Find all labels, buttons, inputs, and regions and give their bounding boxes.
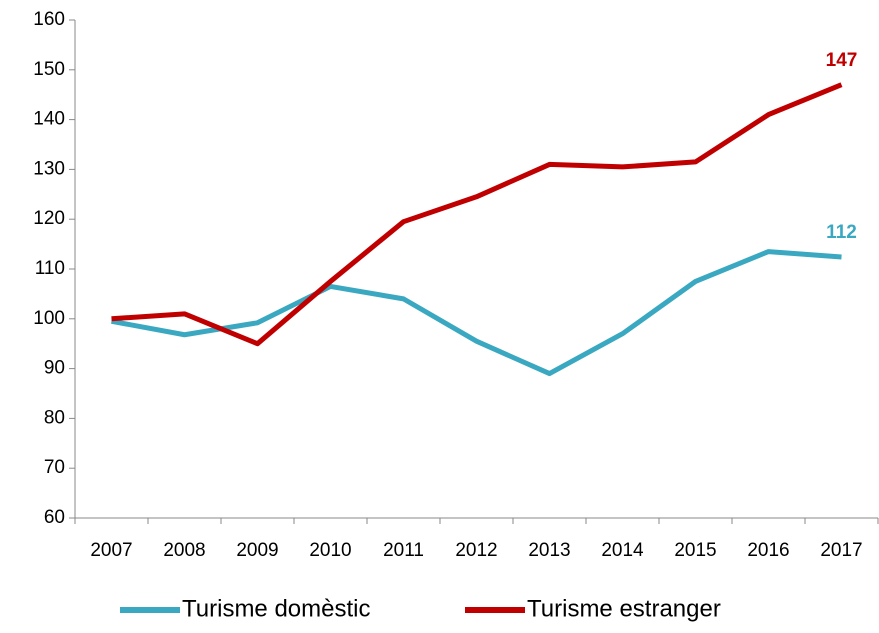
y-tick-label: 160 — [33, 9, 65, 30]
x-tick-label: 2017 — [820, 540, 862, 561]
series-line — [111, 82, 843, 347]
x-tick-label: 2013 — [528, 540, 570, 561]
x-tick-label: 2011 — [383, 540, 424, 561]
y-tick-label: 60 — [44, 507, 65, 528]
x-tick-label: 2007 — [90, 540, 132, 561]
y-tick-label: 90 — [44, 358, 65, 379]
y-tick-label: 70 — [44, 457, 65, 478]
data-label: 112 — [826, 222, 857, 243]
x-tick-label: 2008 — [163, 540, 205, 561]
y-tick-label: 110 — [35, 258, 65, 279]
y-tick-label: 140 — [33, 109, 65, 130]
data-label: 147 — [826, 50, 858, 71]
x-tick-label: 2016 — [747, 540, 789, 561]
y-tick-label: 120 — [33, 208, 65, 229]
x-tick-label: 2009 — [236, 540, 278, 561]
x-tick-label: 2014 — [601, 540, 644, 561]
y-tick-label: 100 — [33, 308, 65, 329]
legend-label: Turisme domèstic — [182, 595, 370, 622]
y-tick-label: 130 — [33, 158, 65, 179]
y-tick-label: 150 — [33, 59, 65, 80]
series-line — [111, 249, 842, 377]
x-tick-label: 2012 — [455, 540, 497, 561]
y-tick-label: 80 — [44, 407, 65, 428]
legend-label: Turisme estranger — [527, 595, 721, 622]
x-tick-label: 2015 — [674, 540, 716, 561]
x-tick-label: 2010 — [309, 540, 351, 561]
